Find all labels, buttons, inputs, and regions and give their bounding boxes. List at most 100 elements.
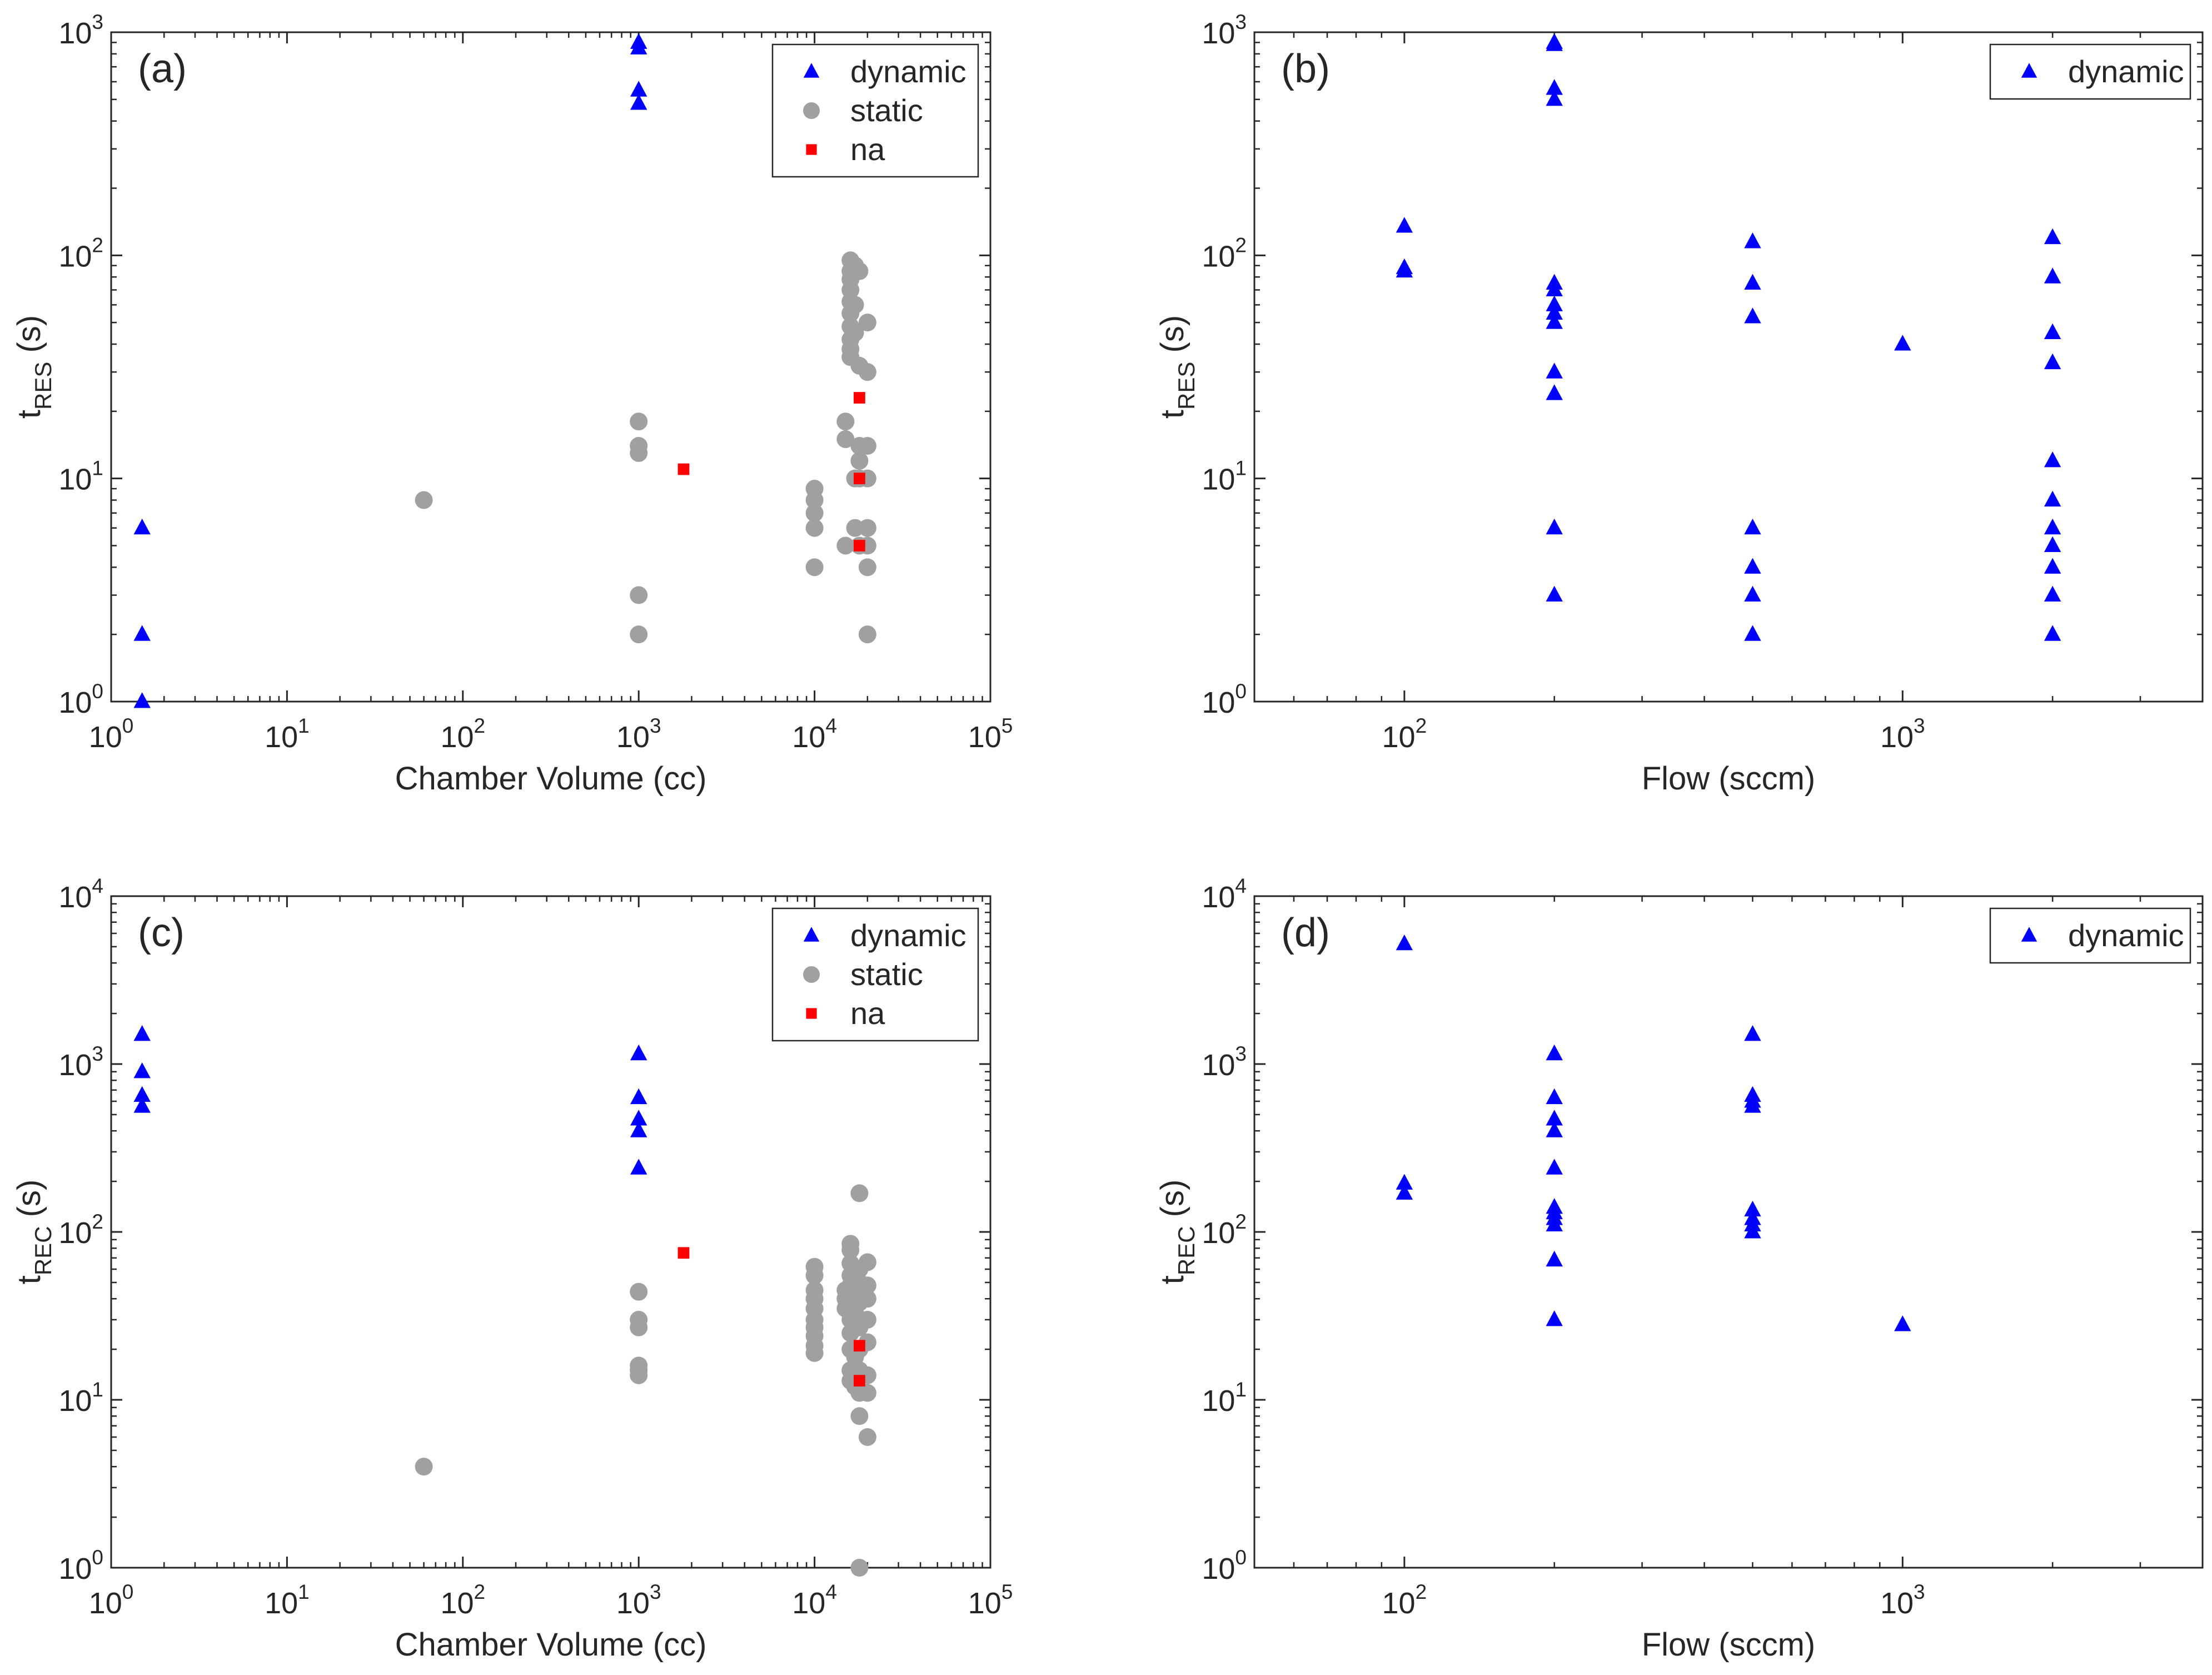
x-tick-label: 102: [1382, 714, 1427, 754]
static-point: [630, 412, 648, 431]
y-tick-base: 10: [1202, 463, 1235, 496]
x-tick-exponent: 2: [1416, 714, 1427, 737]
y-tick-exponent: 4: [1235, 874, 1247, 897]
y-tick-exponent: 1: [92, 1378, 103, 1401]
x-tick-exponent: 3: [650, 714, 661, 737]
dynamic-point: [2044, 625, 2061, 641]
dynamic-point: [630, 94, 647, 110]
dynamic-point: [1546, 1044, 1563, 1061]
static-point: [850, 1184, 869, 1202]
dynamic-point: [1546, 280, 1563, 297]
x-tick-base: 10: [616, 720, 650, 754]
static-point: [805, 1344, 824, 1362]
static-point: [858, 437, 876, 455]
dynamic-point: [630, 1110, 647, 1126]
y-tick-exponent: 3: [92, 1042, 103, 1065]
x-tick-base: 10: [265, 1587, 298, 1620]
static-point: [805, 1266, 824, 1285]
y-tick-base: 10: [58, 240, 92, 273]
x-tick-base: 10: [792, 720, 825, 754]
y-tick-label: 103: [1202, 1042, 1247, 1082]
legend-dynamic-marker: [2021, 927, 2037, 942]
x-tick-exponent: 2: [1416, 1580, 1427, 1603]
x-tick-exponent: 0: [122, 714, 134, 737]
y-axis-title-suffix: (s): [1154, 1180, 1190, 1226]
y-axis-title-subscript: RES: [1173, 362, 1199, 410]
dynamic-point: [1894, 335, 1911, 351]
data-points: [133, 1025, 876, 1577]
dynamic-point: [1744, 1222, 1761, 1239]
dynamic-point: [2044, 451, 2061, 468]
dynamic-point: [1546, 1159, 1563, 1175]
y-axis-title-suffix: (s): [1154, 315, 1190, 362]
static-point: [858, 625, 876, 644]
x-tick-label: 102: [440, 714, 485, 754]
dynamic-point: [1744, 1097, 1761, 1113]
legend-dynamic-label: dynamic: [850, 54, 966, 89]
static-point: [858, 363, 876, 381]
dynamic-point: [1546, 304, 1563, 320]
dynamic-point: [1894, 1315, 1911, 1331]
panel-c: 100 101 102 103 104 105100101102103104Chamber…: [11, 874, 1013, 1663]
x-tick-label: 102: [1382, 1580, 1427, 1620]
static-point: [805, 491, 824, 509]
y-tick-exponent: 4: [92, 874, 103, 897]
y-tick-exponent: 0: [92, 1546, 103, 1569]
dynamic-point: [2044, 518, 2061, 535]
y-tick-label: 103: [58, 1042, 103, 1082]
x-tick-label: 100: [89, 714, 134, 754]
y-tick-exponent: 2: [92, 1210, 103, 1233]
x-tick-label: 105: [968, 1580, 1013, 1620]
static-point: [836, 412, 855, 431]
y-tick-label: 101: [58, 457, 103, 496]
y-tick-exponent: 1: [1235, 1378, 1247, 1401]
y-tick-exponent: 2: [1235, 1210, 1247, 1233]
y-axis-title: tRES (s): [1154, 315, 1199, 419]
x-tick-label: 101: [265, 714, 310, 754]
y-tick-label: 102: [58, 233, 103, 273]
y-tick-exponent: 1: [1235, 457, 1247, 480]
y-axis-title-base: t: [1154, 410, 1190, 419]
static-point: [858, 1384, 876, 1402]
plot-frame: [1253, 895, 2204, 1569]
x-axis-title: Chamber Volume (cc): [395, 761, 707, 797]
dynamic-point: [133, 1025, 151, 1041]
legend-na-label: na: [850, 132, 885, 167]
x-tick-base: 10: [1880, 720, 1914, 754]
legend: dynamic: [1989, 907, 2191, 964]
dynamic-point: [1546, 518, 1563, 535]
x-tick-base: 10: [968, 1587, 1002, 1620]
y-tick-base: 10: [58, 881, 92, 914]
na-point: [853, 1340, 865, 1352]
dynamic-point: [1546, 35, 1563, 51]
legend-na-marker: [806, 1008, 817, 1019]
x-tick-base: 10: [89, 720, 122, 754]
dynamic-point: [133, 1062, 151, 1078]
legend: dynamic static na: [771, 43, 979, 178]
static-point: [846, 519, 864, 537]
y-tick-label: 104: [58, 874, 103, 914]
static-point: [846, 296, 864, 314]
na-point: [853, 392, 865, 404]
dynamic-point: [630, 1044, 647, 1061]
legend-box: [1989, 43, 2191, 100]
legend-dynamic-label: dynamic: [2068, 918, 2184, 953]
y-tick-exponent: 2: [92, 233, 103, 256]
y-tick-base: 10: [58, 1384, 92, 1418]
y-tick-base: 10: [58, 463, 92, 496]
static-point: [805, 504, 824, 522]
dynamic-point: [1546, 313, 1563, 329]
x-tick-exponent: 1: [298, 714, 310, 737]
y-axis-title-subscript: REC: [30, 1226, 56, 1275]
static-point: [630, 1318, 648, 1336]
x-tick-label: 103: [1880, 1580, 1925, 1620]
x-tick-exponent: 1: [298, 1580, 310, 1603]
static-point: [630, 625, 648, 644]
dynamic-point: [133, 1086, 151, 1102]
na-point: [853, 1375, 865, 1386]
static-point: [858, 1290, 876, 1308]
static-point: [858, 558, 876, 576]
